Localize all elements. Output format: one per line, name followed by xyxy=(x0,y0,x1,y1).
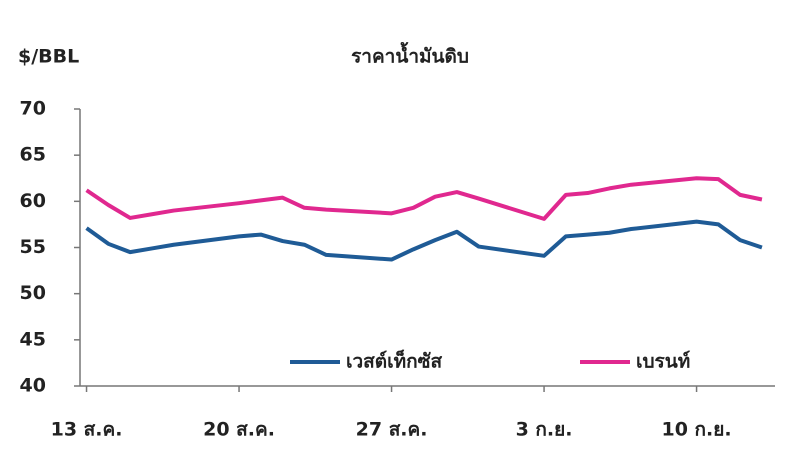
x-tick-label: 20 ส.ค. xyxy=(203,419,275,441)
y-tick-label: 40 xyxy=(20,375,46,397)
y-tick-label: 65 xyxy=(20,144,46,166)
legend-label: เบรนท์ xyxy=(636,351,690,373)
x-tick-label: 27 ส.ค. xyxy=(356,419,428,441)
y-axis-label: $/BBL xyxy=(18,46,79,68)
series-line xyxy=(85,176,763,221)
y-tick-label: 50 xyxy=(20,282,46,304)
chart-title: ราคาน้ำมันดิบ xyxy=(351,42,469,68)
y-tick-label: 55 xyxy=(20,236,46,258)
y-tick-label: 60 xyxy=(20,190,46,212)
y-tick-label: 70 xyxy=(20,98,46,120)
x-tick-label: 10 ก.ย. xyxy=(661,419,731,441)
x-tick-label: 3 ก.ย. xyxy=(516,419,573,441)
x-tick-label: 13 ส.ค. xyxy=(51,419,123,441)
y-tick-label: 45 xyxy=(20,328,46,350)
series-line xyxy=(85,219,763,262)
legend-label: เวสต์เท็กซัส xyxy=(346,349,443,373)
